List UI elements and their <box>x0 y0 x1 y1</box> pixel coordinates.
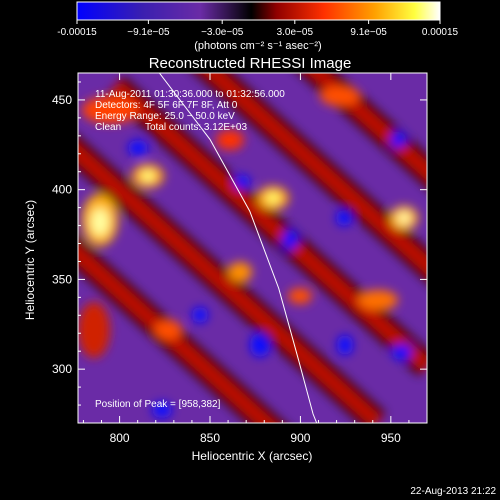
annotation-energy-range: Energy Range: 25.0 − 50.0 keV <box>95 111 235 122</box>
y-axis-label: Heliocentric Y (arcsec) <box>23 200 37 320</box>
cold-spots <box>128 132 412 418</box>
y-axis: 300 350 400 450 <box>52 81 427 406</box>
colorbar-tick-label: −9.1e−05 <box>127 27 170 38</box>
colorbar-tick-label: −3.0e−05 <box>201 27 244 38</box>
timestamp: 22-Aug-2013 21:22 <box>410 486 496 497</box>
annotation-total-counts: Total counts: 3.12E+03 <box>145 122 247 133</box>
annotations: 11-Aug-2011 01:30:36.000 to 01:32:56.000… <box>95 89 285 410</box>
colorbar-tick-label: -0.00015 <box>57 27 97 38</box>
peak-position-label: Position of Peak = [958,382] <box>95 399 221 410</box>
plot-area <box>78 73 427 423</box>
x-tick-label: 850 <box>200 431 220 445</box>
colorbar-tick-label: 3.0e−05 <box>277 27 314 38</box>
chart-title: Reconstructed RHESSI Image <box>149 55 352 72</box>
annotation-detectors: Detectors: 4F 5F 6F 7F 8F, Att 0 <box>95 100 238 111</box>
y-tick-label: 450 <box>52 93 72 107</box>
colorbar-tick-label: 9.1e−05 <box>350 27 387 38</box>
x-tick-label: 900 <box>290 431 310 445</box>
x-axis-label: Heliocentric X (arcsec) <box>192 449 313 463</box>
y-tick-label: 350 <box>52 272 72 286</box>
plot-frame <box>77 72 428 424</box>
y-tick-label: 400 <box>52 183 72 197</box>
x-axis: 800 850 900 950 <box>82 73 428 445</box>
hot-spots <box>78 86 418 358</box>
colorbar: -0.00015 −9.1e−05 −3.0e−05 3.0e−05 9.1e−05 0.… <box>57 1 459 52</box>
heatmap-image <box>78 73 427 423</box>
colorbar-gradient <box>76 1 441 21</box>
annotation-time-range: 11-Aug-2011 01:30:36.000 to 01:32:56.000 <box>95 89 285 100</box>
x-tick-label: 800 <box>110 431 130 445</box>
y-tick-label: 300 <box>52 362 72 376</box>
annotation-method: Clean <box>95 122 121 133</box>
colorbar-tick-label: 0.00015 <box>422 27 459 38</box>
colorbar-ticks: -0.00015 −9.1e−05 −3.0e−05 3.0e−05 9.1e−05 0.… <box>57 20 459 38</box>
solar-limb-curve <box>158 73 318 423</box>
colorbar-unit-label: (photons cm⁻² s⁻¹ asec⁻²) <box>194 40 321 52</box>
x-tick-label: 950 <box>381 431 401 445</box>
